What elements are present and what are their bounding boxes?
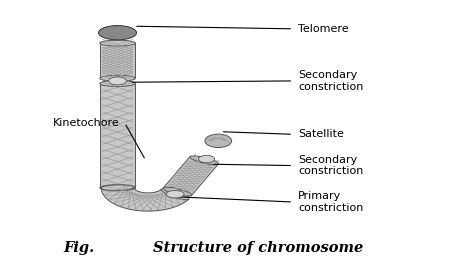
Text: Satellite: Satellite bbox=[298, 129, 344, 139]
Ellipse shape bbox=[190, 156, 219, 165]
Ellipse shape bbox=[199, 155, 215, 163]
Ellipse shape bbox=[99, 26, 137, 40]
Ellipse shape bbox=[166, 190, 184, 198]
Ellipse shape bbox=[163, 187, 192, 196]
Polygon shape bbox=[164, 157, 219, 195]
Ellipse shape bbox=[109, 77, 127, 85]
Polygon shape bbox=[101, 187, 189, 211]
Text: Secondary
constriction: Secondary constriction bbox=[298, 155, 363, 176]
Ellipse shape bbox=[161, 189, 189, 200]
Ellipse shape bbox=[100, 40, 136, 46]
Text: Secondary
constriction: Secondary constriction bbox=[298, 70, 363, 92]
Text: Primary
constriction: Primary constriction bbox=[298, 191, 363, 213]
Ellipse shape bbox=[101, 185, 134, 190]
Text: Telomere: Telomere bbox=[298, 24, 348, 34]
Polygon shape bbox=[100, 84, 136, 188]
Ellipse shape bbox=[100, 185, 136, 191]
Polygon shape bbox=[100, 43, 136, 78]
Ellipse shape bbox=[205, 134, 232, 147]
Ellipse shape bbox=[100, 81, 136, 86]
Ellipse shape bbox=[100, 75, 136, 81]
Text: Kinetochore: Kinetochore bbox=[53, 118, 120, 128]
Text: Fig.: Fig. bbox=[64, 242, 95, 255]
Text: Structure of chromosome: Structure of chromosome bbox=[153, 242, 363, 255]
